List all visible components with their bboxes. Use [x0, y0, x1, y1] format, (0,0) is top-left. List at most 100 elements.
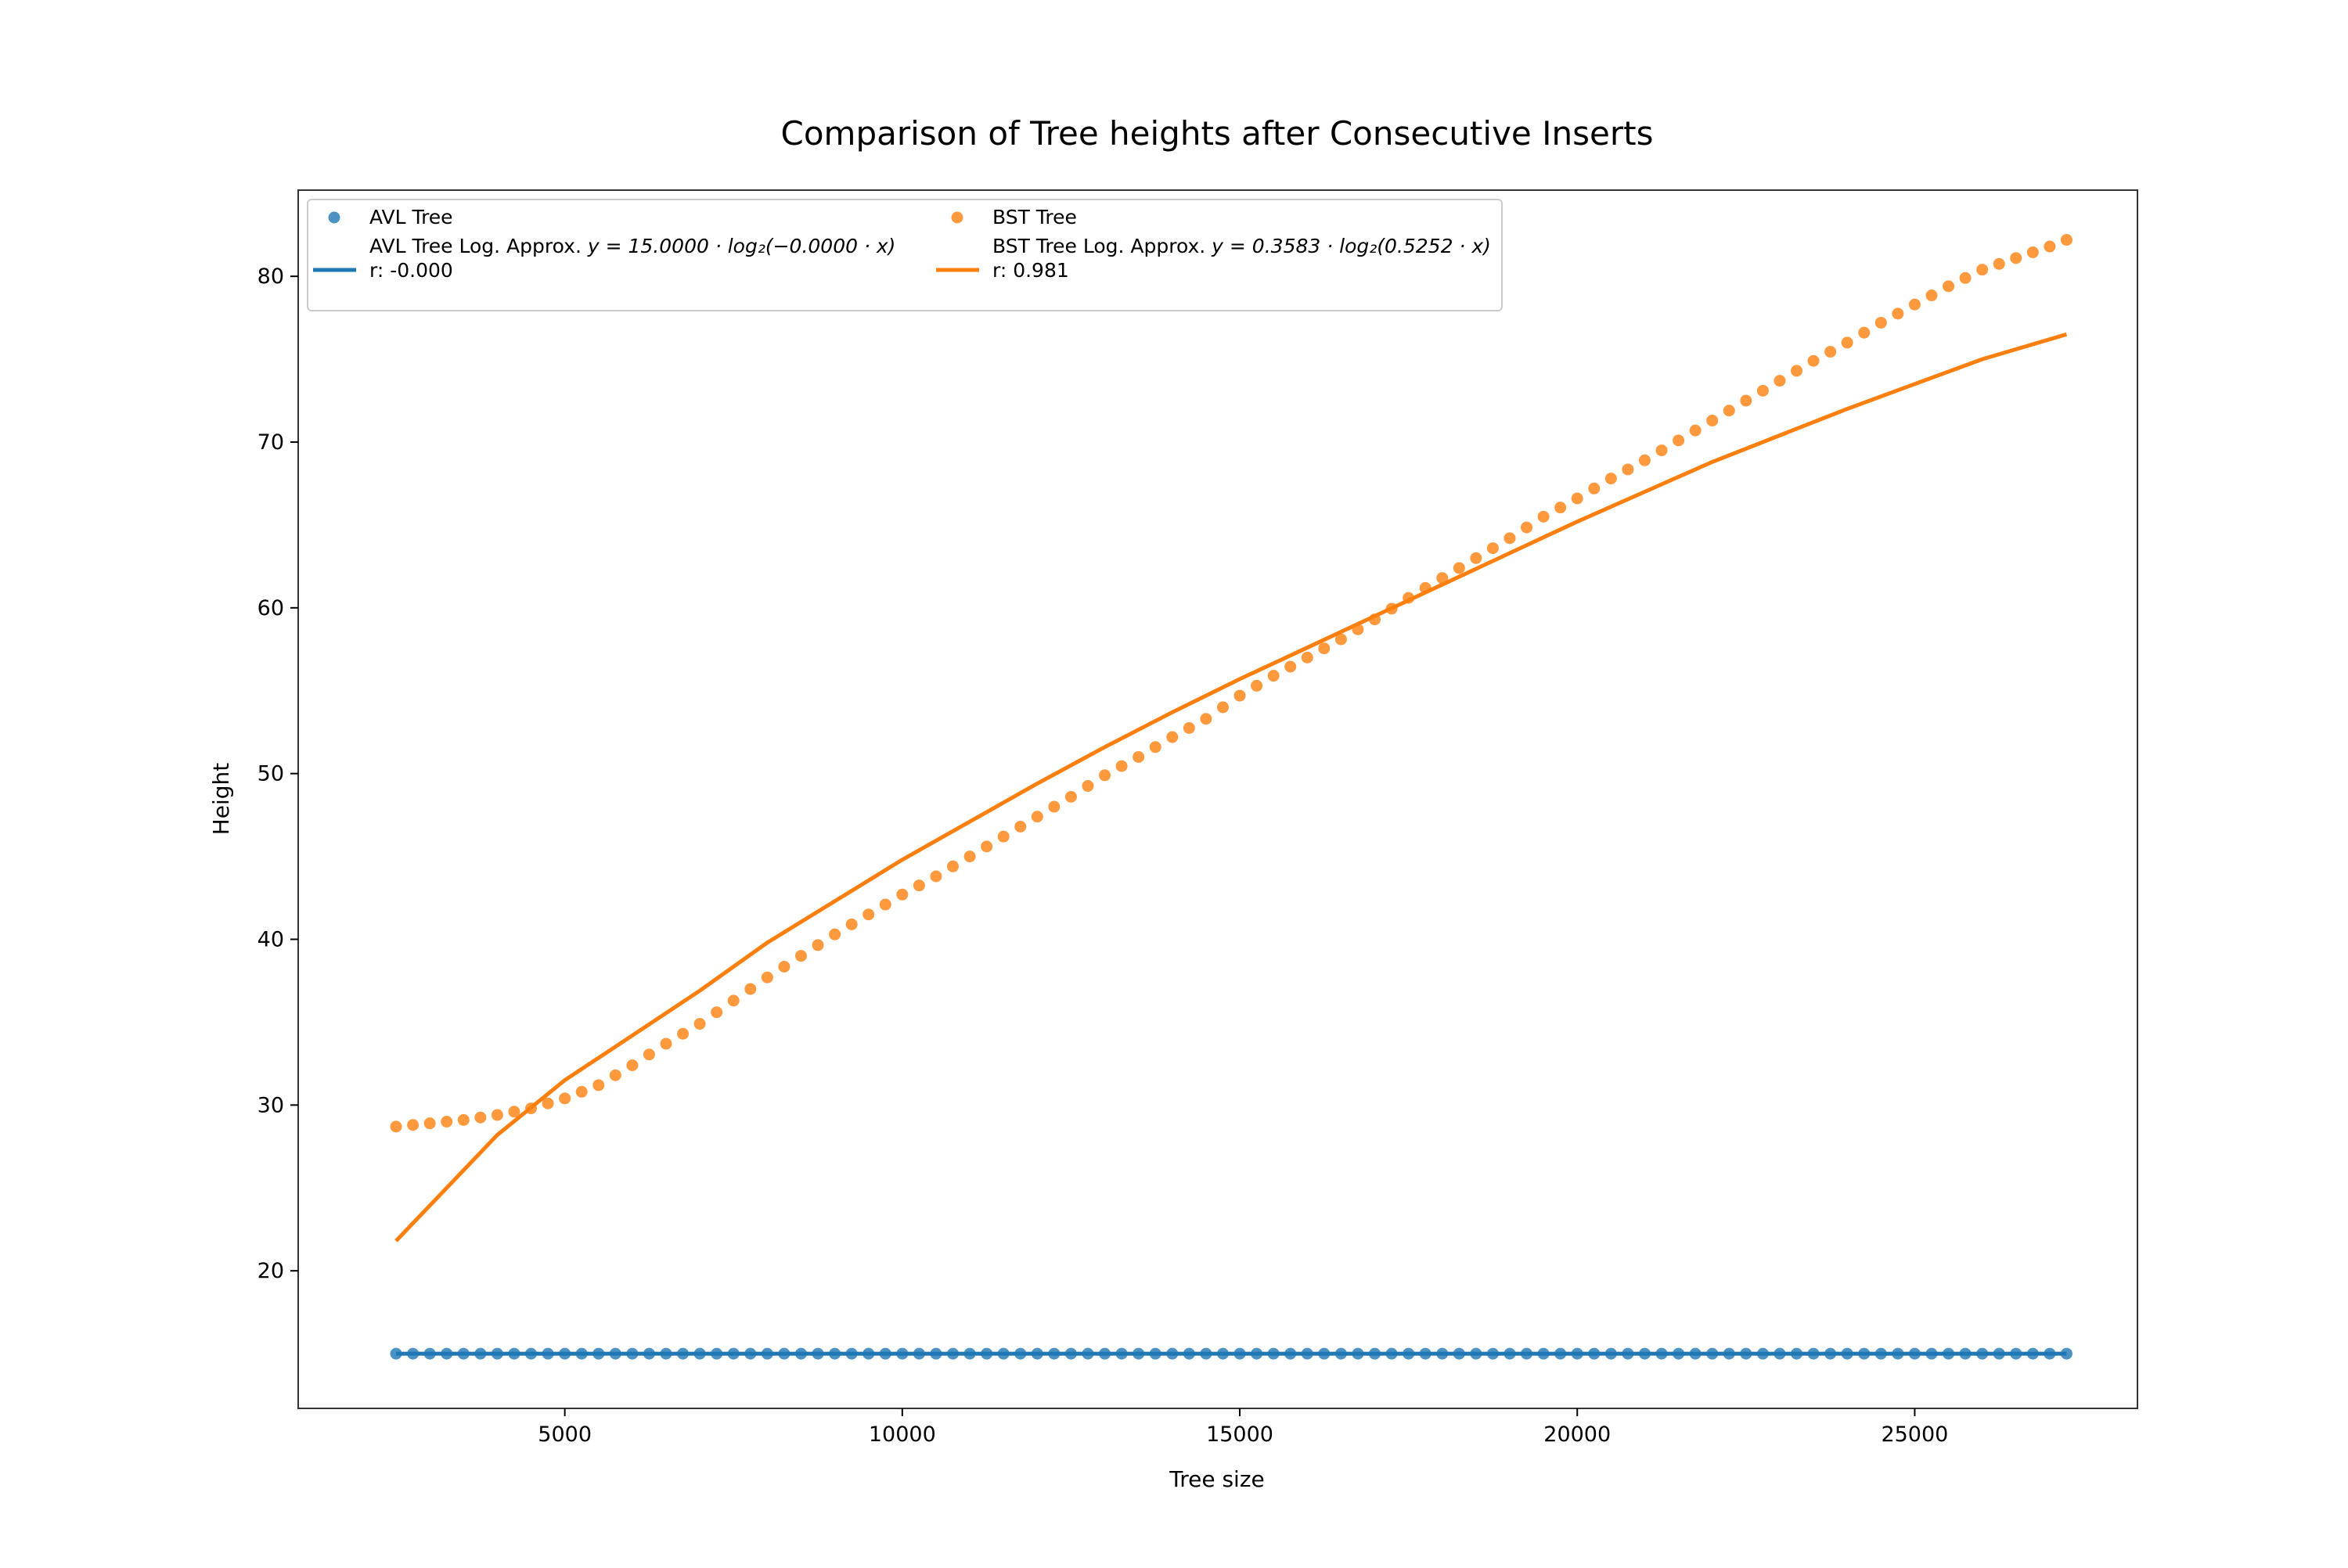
bst-point — [1453, 562, 1465, 574]
bst-point — [1774, 375, 1786, 387]
plot-area-frame — [297, 189, 2138, 1409]
bst-point — [1673, 434, 1685, 447]
avl-point — [1655, 1347, 1668, 1360]
legend-avl-fit-prefix: AVL Tree Log. Approx. — [369, 235, 588, 257]
bst-point — [1976, 264, 1989, 276]
avl-point — [1638, 1347, 1651, 1360]
avl-point — [508, 1347, 520, 1360]
avl-point — [1099, 1347, 1111, 1360]
bst-point — [693, 1018, 706, 1030]
bst-point — [525, 1102, 538, 1115]
avl-point — [1554, 1347, 1567, 1360]
x-axis-label: Tree size — [1169, 1466, 1265, 1492]
avl-point — [592, 1347, 605, 1360]
bst-point — [1233, 689, 1246, 702]
y-tick-label: 50 — [257, 762, 284, 786]
avl-point — [390, 1347, 402, 1360]
avl-point — [1943, 1347, 1955, 1360]
x-tick-label: 5000 — [538, 1422, 592, 1447]
bst-point — [1554, 502, 1567, 514]
bst-point — [1622, 463, 1634, 476]
bst-point — [1284, 660, 1297, 673]
bst-point — [947, 860, 960, 872]
avl-point — [997, 1347, 1010, 1360]
bst-point — [829, 928, 841, 940]
bst-point — [1014, 820, 1027, 833]
avl-point — [1048, 1347, 1061, 1360]
avl-point — [879, 1347, 891, 1360]
avl-point — [778, 1347, 790, 1360]
bst-point — [896, 888, 909, 901]
bst-point — [1149, 741, 1161, 753]
avl-point — [1453, 1347, 1465, 1360]
bst-point — [1790, 365, 1802, 377]
bst-point — [1756, 384, 1769, 397]
avl-point — [1976, 1347, 1989, 1360]
bst-point — [592, 1079, 605, 1091]
bst-point — [491, 1109, 503, 1121]
legend-bst-fit-formula: y = 0.3583 · log₂(0.5252 · x) — [1211, 235, 1491, 257]
bst-point — [1824, 346, 1837, 358]
avl-point — [441, 1347, 453, 1360]
bst-point — [1099, 769, 1111, 782]
avl-point — [2026, 1347, 2039, 1360]
bst-point — [845, 918, 858, 930]
avl-point — [1133, 1347, 1145, 1360]
bst-point — [1874, 316, 1887, 329]
legend-bst-points-label: BST Tree — [992, 206, 1077, 228]
avl-point — [693, 1347, 706, 1360]
avl-point — [1369, 1347, 1381, 1360]
y-tick-label: 30 — [257, 1093, 284, 1117]
avl-point — [491, 1347, 503, 1360]
avl-point — [1200, 1347, 1212, 1360]
bst-point — [1604, 473, 1617, 485]
avl-point — [1470, 1347, 1482, 1360]
bst-point — [542, 1097, 554, 1109]
bst-point — [930, 870, 942, 883]
bst-point — [1031, 811, 1043, 823]
avl-point — [744, 1347, 757, 1360]
bst-point — [1689, 424, 1702, 437]
legend-bst-fit-prefix: BST Tree Log. Approx. — [992, 235, 1212, 257]
avl-point — [1233, 1347, 1246, 1360]
bst-point — [643, 1048, 655, 1061]
bst-point — [1133, 750, 1145, 763]
bst-point — [1267, 670, 1280, 682]
bst-point — [727, 994, 740, 1007]
avl-point — [947, 1347, 960, 1360]
avl-point — [1504, 1347, 1516, 1360]
avl-point — [1149, 1347, 1161, 1360]
legend-bst-fit-label: BST Tree Log. Approx. y = 0.3583 · log₂(… — [992, 235, 1491, 257]
bst-point — [2060, 234, 2073, 246]
avl-point — [1385, 1347, 1398, 1360]
avl-point — [1352, 1347, 1364, 1360]
avl-point — [1993, 1347, 2005, 1360]
avl-point — [1571, 1347, 1583, 1360]
avl-point — [660, 1347, 672, 1360]
avl-point — [896, 1347, 909, 1360]
avl-point — [1014, 1347, 1027, 1360]
avl-point — [1284, 1347, 1297, 1360]
bst-point — [862, 908, 875, 921]
bst-point — [761, 971, 773, 984]
avl-point — [677, 1347, 690, 1360]
avl-point — [1622, 1347, 1634, 1360]
bst-point — [1470, 552, 1482, 564]
bst-point — [1436, 572, 1449, 584]
bst-point — [1892, 307, 1904, 320]
avl-point — [423, 1347, 436, 1360]
avl-point — [727, 1347, 740, 1360]
bst-point — [2026, 246, 2039, 258]
avl-point — [1740, 1347, 1752, 1360]
legend-avl-fit-formula: y = 15.0000 · log₂(−0.0000 · x) — [587, 235, 896, 257]
bst-point — [1959, 272, 1972, 284]
x-tick-label: 25000 — [1881, 1422, 1948, 1447]
avl-point — [1251, 1347, 1263, 1360]
legend: AVL Tree AVL Tree Log. Approx. y = 15.00… — [307, 199, 1503, 311]
avl-point — [1824, 1347, 1837, 1360]
bst-point — [1352, 623, 1364, 635]
bst-point — [1251, 679, 1263, 692]
avl-point — [829, 1347, 841, 1360]
